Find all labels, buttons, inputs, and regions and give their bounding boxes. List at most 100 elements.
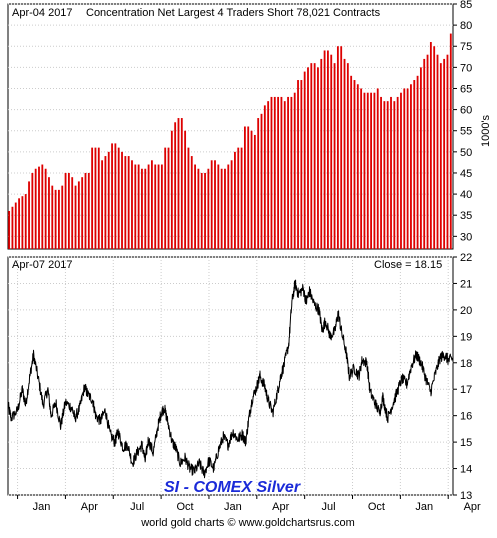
cot-bar: [380, 96, 382, 250]
cot-bar: [370, 92, 373, 249]
cot-y-tick-label: 70: [460, 62, 472, 74]
silver-y-tick-label: 21: [460, 278, 472, 290]
silver-x-tick-label: Jul: [322, 501, 336, 513]
cot-bar: [124, 156, 127, 249]
cot-bar: [121, 151, 123, 249]
cot-bar: [54, 189, 57, 249]
cot-bar: [127, 156, 130, 249]
silver-y-ticks: 13 14 15 16 17 18 19 20 21 22: [453, 252, 472, 502]
silver-close-label: Close = 18.15: [374, 259, 442, 271]
cot-y-axis-label: 1000's: [480, 114, 492, 147]
cot-bar: [34, 168, 37, 249]
cot-bar: [360, 88, 363, 249]
cot-bar: [333, 63, 336, 249]
cot-bar: [243, 126, 246, 249]
cot-bar: [340, 46, 343, 249]
silver-x-tick-label: Jul: [130, 501, 144, 513]
cot-bar: [356, 84, 359, 249]
cot-bar: [287, 96, 289, 250]
cot-bar: [297, 80, 299, 249]
cot-bar: [207, 168, 210, 249]
cot-bar: [220, 168, 223, 249]
cot-bar: [423, 58, 426, 250]
cot-bar: [307, 67, 309, 250]
cot-bar: [180, 118, 183, 249]
cot-bar: [144, 168, 147, 249]
cot-bar: [429, 42, 432, 249]
cot-bar: [58, 189, 60, 249]
cot-y-tick-label: 45: [460, 168, 472, 180]
cot-panel: 30 35 40 45 50 55 60 65 70 75 80 85 Apr-04 2017 Con…: [7, 0, 492, 250]
footer-credit: world gold charts © www.goldchartsrus.co…: [140, 517, 355, 529]
cot-bar: [134, 164, 137, 249]
silver-x-tick-label: Jan: [224, 501, 242, 513]
cot-bar: [410, 84, 412, 249]
cot-bar: [260, 113, 263, 250]
cot-y-tick-label: 55: [460, 126, 472, 138]
cot-bar: [87, 172, 90, 249]
cot-bar: [94, 147, 97, 249]
cot-bar: [114, 143, 117, 249]
cot-y-ticks: 30 35 40 45 50 55 60 65 70 75 80 85: [453, 0, 472, 243]
silver-price-line: [7, 279, 454, 479]
cot-bar: [234, 151, 236, 249]
cot-bar: [77, 181, 80, 249]
cot-bar: [283, 101, 286, 249]
cot-bar: [439, 63, 442, 249]
cot-bar: [247, 126, 250, 249]
cot-bar: [147, 164, 150, 249]
cot-bar: [317, 67, 319, 250]
cot-bar: [290, 96, 293, 250]
cot-bar: [14, 202, 17, 249]
silver-y-tick-label: 20: [460, 305, 472, 317]
cot-bar: [253, 134, 256, 249]
cot-bar: [111, 143, 113, 249]
cot-bar: [21, 196, 24, 249]
cot-bar: [38, 166, 40, 249]
cot-bar: [400, 92, 402, 249]
cot-bar: [61, 185, 64, 249]
cot-bar: [131, 160, 133, 249]
cot-bar: [343, 58, 346, 250]
cot-date-label: Apr-04 2017: [12, 7, 73, 19]
silver-plot-frame: [7, 256, 454, 496]
cot-bar: [137, 164, 140, 249]
cot-bar: [28, 181, 30, 249]
cot-bar: [8, 210, 11, 249]
cot-title: Concentration Net Largest 4 Traders Shor…: [86, 7, 381, 19]
cot-bar: [190, 156, 193, 249]
cot-bar: [336, 46, 339, 249]
cot-bar: [419, 67, 422, 250]
cot-bar: [313, 63, 316, 249]
cot-bar: [31, 172, 34, 249]
cot-y-tick-label: 60: [460, 105, 472, 117]
cot-bar: [386, 101, 389, 249]
cot-label-box: [9, 5, 379, 19]
cot-bar: [71, 177, 74, 249]
cot-y-tick-label: 80: [460, 20, 472, 32]
cot-bar: [160, 164, 163, 249]
cot-bar: [346, 63, 349, 249]
cot-bar: [101, 160, 104, 249]
cot-bar: [164, 147, 167, 249]
cot-bar: [390, 96, 392, 250]
cot-bar: [426, 54, 429, 250]
cot-bar: [217, 164, 220, 249]
cot-bar: [350, 75, 353, 249]
cot-bar: [97, 147, 100, 249]
silver-x-tick-label: Oct: [176, 501, 193, 513]
cot-bar: [396, 96, 399, 250]
cot-gridlines: [8, 3, 453, 237]
cot-bar: [48, 177, 50, 249]
cot-bar: [376, 88, 379, 249]
cot-bars: [8, 33, 452, 250]
cot-bar: [197, 168, 200, 249]
cot-bar: [323, 50, 326, 250]
cot-y-tick-label: 40: [460, 189, 472, 201]
cot-bar: [24, 194, 27, 249]
silver-x-tick-label: Oct: [368, 501, 385, 513]
cot-bar: [224, 168, 226, 249]
cot-bar: [104, 156, 107, 249]
